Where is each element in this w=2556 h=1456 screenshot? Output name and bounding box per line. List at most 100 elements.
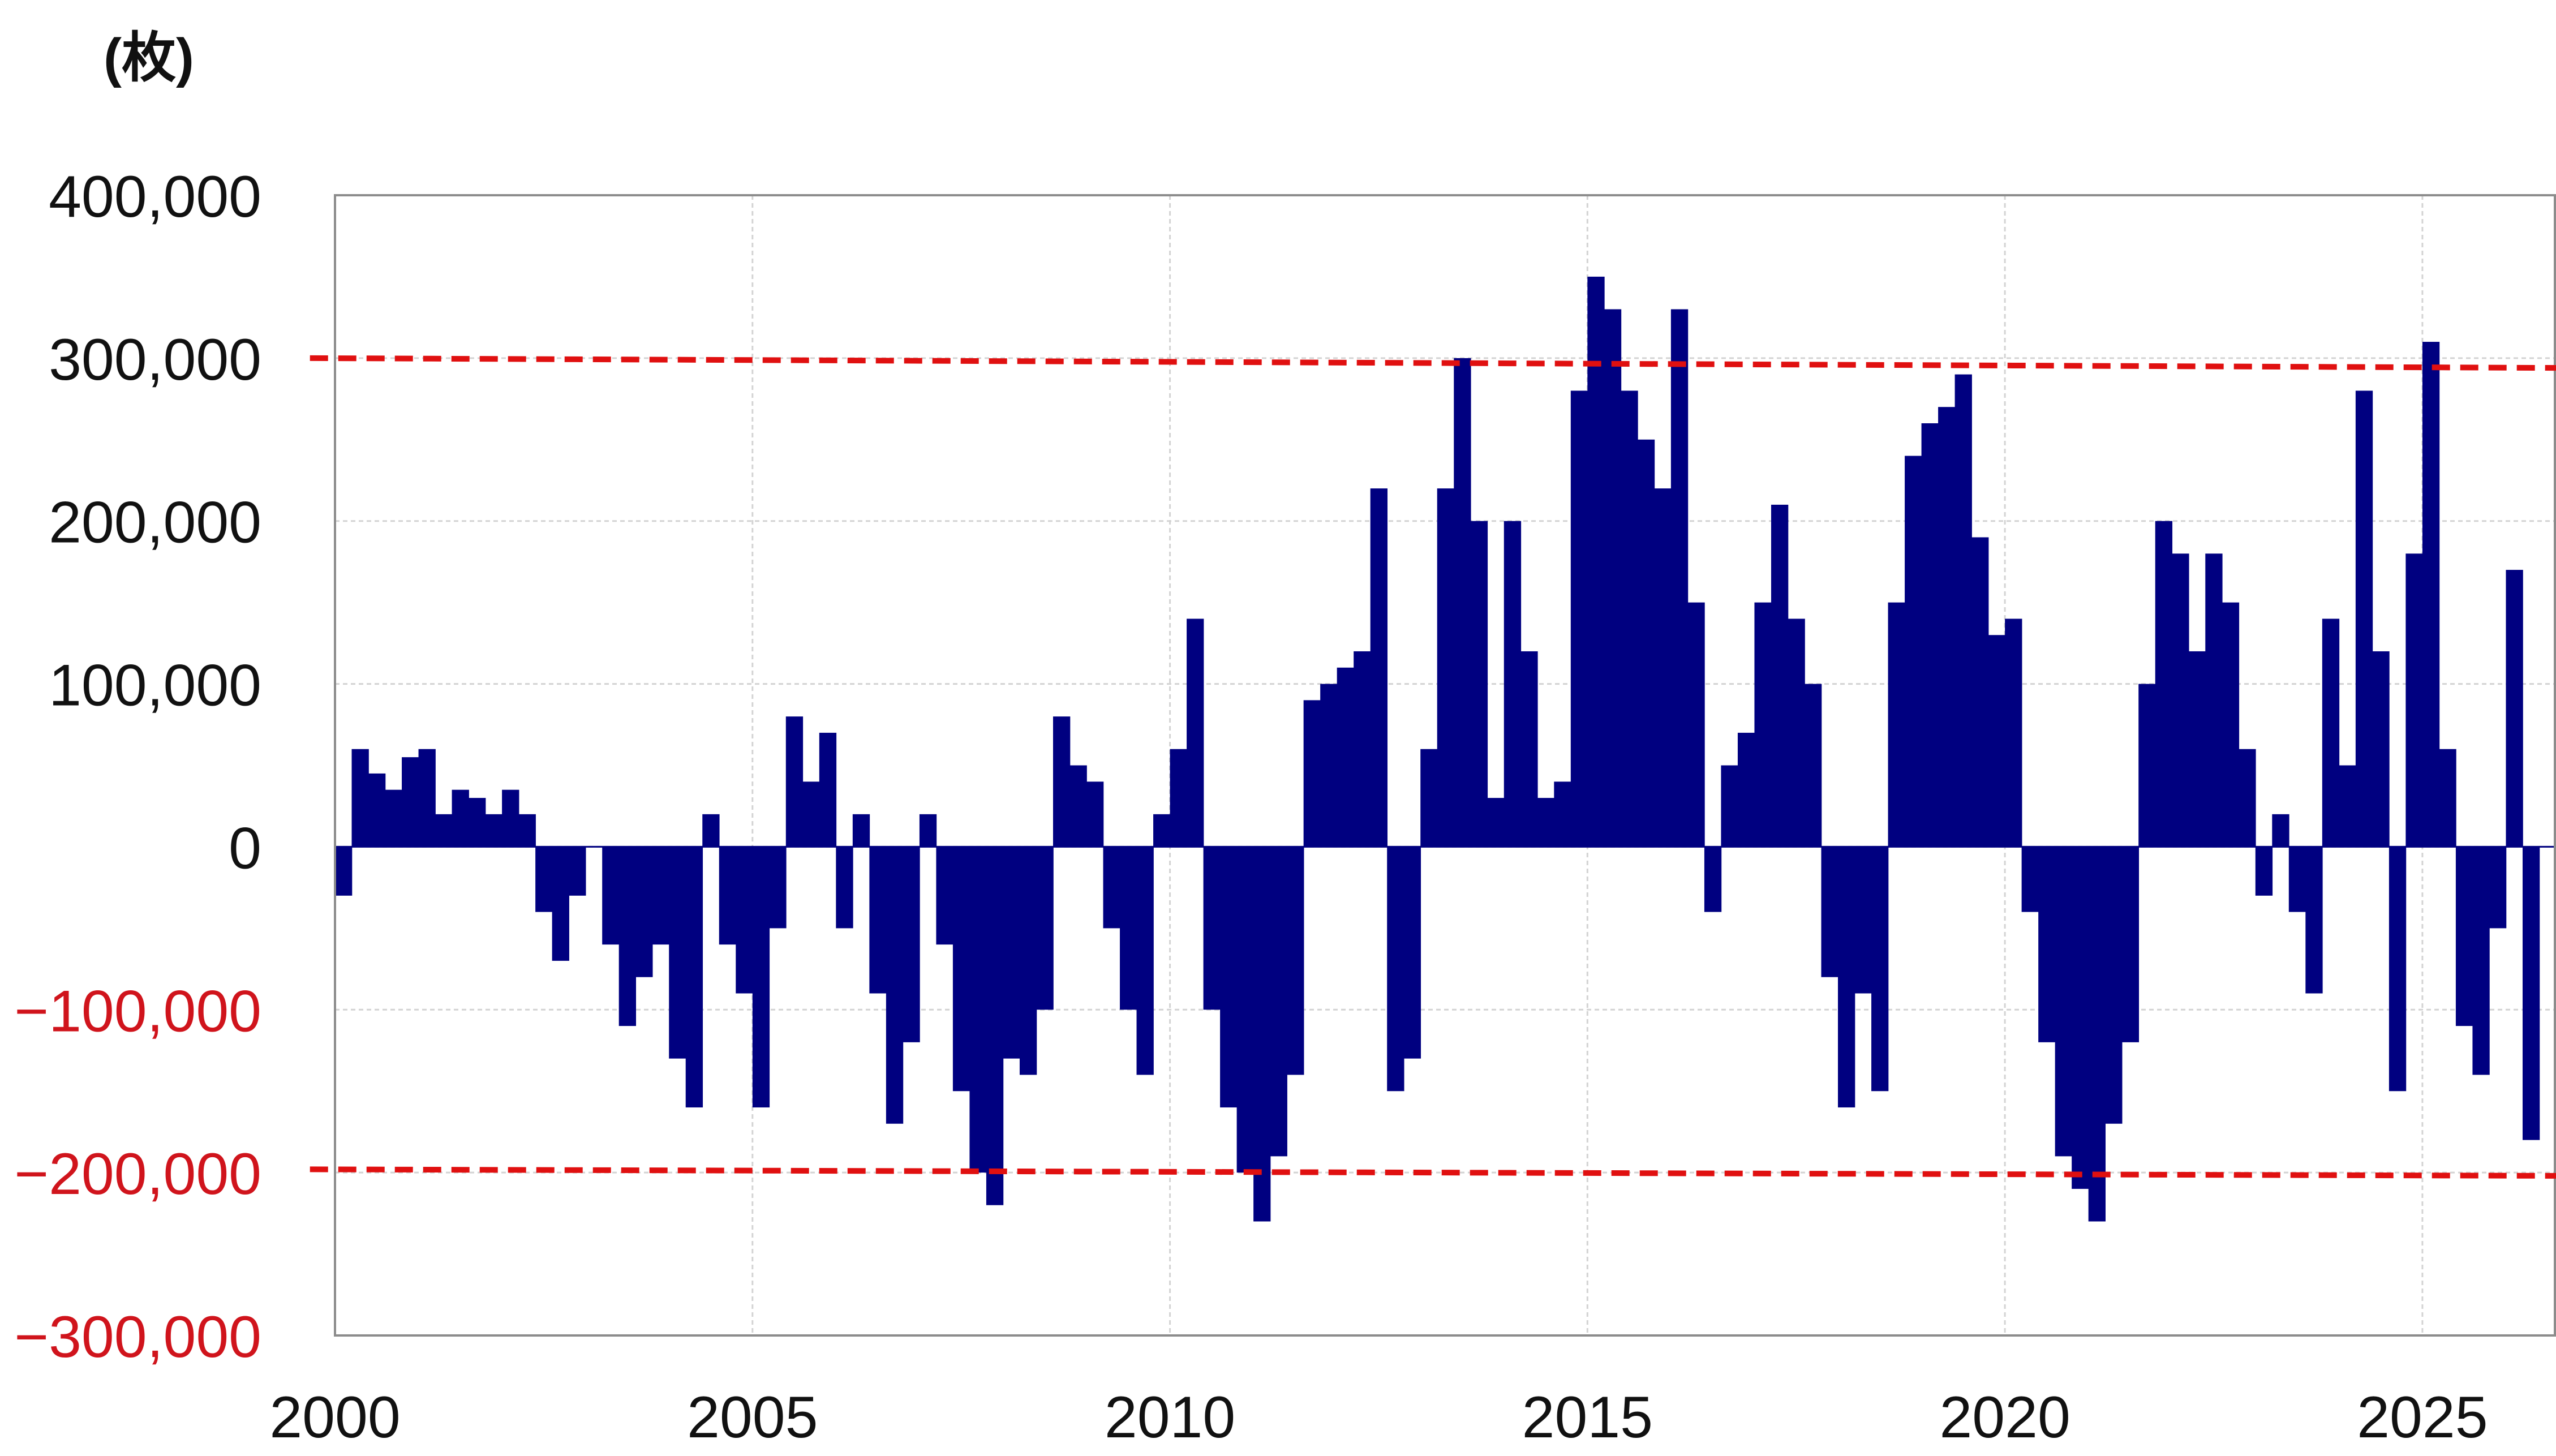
bar xyxy=(736,847,753,994)
bar xyxy=(552,847,569,961)
bar xyxy=(2105,847,2123,1124)
bar xyxy=(1821,847,1838,977)
bar xyxy=(1838,847,1855,1107)
bar xyxy=(836,847,853,929)
bar xyxy=(1771,504,1789,847)
bar xyxy=(869,847,887,994)
bar xyxy=(452,789,469,847)
bar xyxy=(1604,309,1622,847)
bar xyxy=(2355,390,2373,847)
bar xyxy=(769,847,787,929)
bar xyxy=(485,814,502,847)
y-tick-label: 0 xyxy=(229,815,261,881)
bar xyxy=(1871,847,1889,1092)
bar xyxy=(1654,488,1672,847)
plot-frame xyxy=(334,194,2556,1337)
bar xyxy=(1704,847,1722,912)
bar xyxy=(2455,847,2473,1026)
bar xyxy=(819,732,837,847)
y-tick-label: 300,000 xyxy=(49,327,261,393)
x-tick-labels: 2000 2005 2010 2015 2020 2025 xyxy=(269,1385,2488,1450)
bar xyxy=(569,847,586,896)
bar xyxy=(752,847,770,1107)
bar xyxy=(1621,390,1638,847)
bar xyxy=(1854,847,1872,994)
bar xyxy=(1170,749,1187,847)
bar xyxy=(2038,847,2056,1042)
bar xyxy=(2021,847,2039,912)
bar xyxy=(952,847,970,1092)
bar xyxy=(1187,619,1204,847)
bar xyxy=(2188,651,2206,847)
x-tick-label: 2005 xyxy=(687,1385,818,1450)
bar xyxy=(2405,553,2423,847)
bar xyxy=(1737,732,1755,847)
bar xyxy=(2072,847,2089,1189)
y-unit-label: (枚) xyxy=(104,28,194,88)
bar xyxy=(1587,276,1605,847)
bar xyxy=(368,773,386,847)
y-tick-labels: 400,000 300,000 200,000 100,000 0 −100,000 −20… xyxy=(14,164,261,1370)
bar xyxy=(1153,814,1171,847)
bar xyxy=(1470,521,1488,847)
bar xyxy=(1788,619,1805,847)
bar xyxy=(1454,358,1471,847)
x-tick-label: 2020 xyxy=(1939,1385,2070,1450)
bar xyxy=(1120,847,1137,1010)
bar xyxy=(502,789,519,847)
bar xyxy=(986,847,1004,1205)
y-tick-label: 200,000 xyxy=(49,490,261,556)
bar xyxy=(1637,439,1655,847)
bar xyxy=(618,847,637,1026)
bar xyxy=(602,847,620,945)
bar xyxy=(1019,847,1037,1075)
bar xyxy=(2005,619,2022,847)
bar xyxy=(852,814,870,847)
bar xyxy=(2389,847,2407,1092)
bar xyxy=(469,798,486,847)
bar xyxy=(635,847,653,977)
bar xyxy=(335,847,353,896)
bar xyxy=(936,847,953,945)
bar xyxy=(1387,847,1404,1092)
bar xyxy=(2205,553,2223,847)
bar xyxy=(1988,635,2005,847)
x-tick-label: 2000 xyxy=(269,1385,400,1450)
bar xyxy=(1670,309,1689,847)
bar xyxy=(685,847,703,1107)
x-tick-label: 2015 xyxy=(1522,1385,1653,1450)
bar xyxy=(2272,814,2289,847)
bar xyxy=(2155,521,2173,847)
bar xyxy=(2239,749,2256,847)
bar xyxy=(1721,765,1738,847)
bar xyxy=(1236,847,1254,1173)
bar xyxy=(886,847,904,1124)
bar xyxy=(2288,847,2306,912)
bar xyxy=(652,847,670,945)
bars-series xyxy=(335,276,2540,1222)
bar xyxy=(1537,798,1555,847)
bar xyxy=(669,847,686,1059)
bar xyxy=(1136,847,1154,1075)
bar xyxy=(919,814,937,847)
bar xyxy=(1354,651,1371,847)
bar xyxy=(1520,651,1538,847)
bar xyxy=(1370,488,1388,847)
bar xyxy=(2305,847,2323,994)
bar xyxy=(2138,684,2156,847)
bar xyxy=(402,757,419,847)
bar xyxy=(1220,847,1238,1107)
bar xyxy=(1270,847,1287,1157)
bar xyxy=(2088,847,2106,1222)
bar xyxy=(435,814,453,847)
bar xyxy=(2339,765,2356,847)
bar xyxy=(1053,716,1071,847)
bar xyxy=(351,749,369,847)
bar xyxy=(1905,456,1922,847)
bar xyxy=(1687,602,1705,847)
bar xyxy=(2439,749,2456,847)
bar xyxy=(1103,847,1120,929)
bar xyxy=(1287,847,1304,1075)
bar xyxy=(2489,847,2507,929)
bar xyxy=(2222,602,2240,847)
